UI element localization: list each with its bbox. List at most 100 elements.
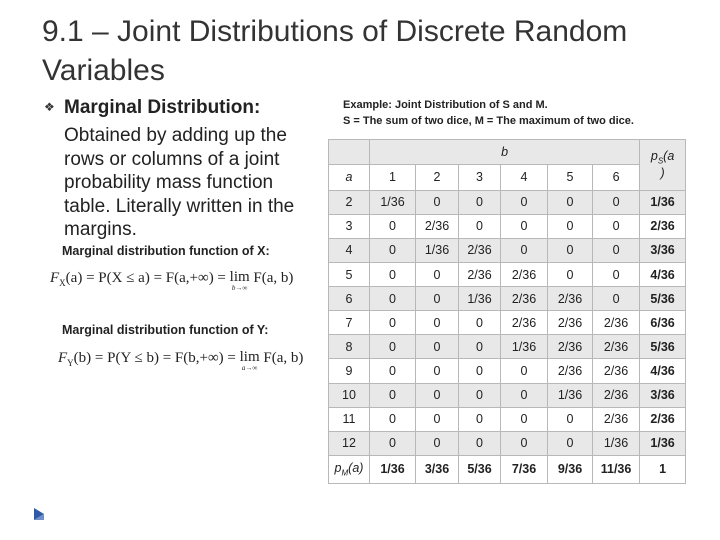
ps-marginal-value: 5/36 — [639, 286, 687, 312]
joint-prob-cell: 2/36 — [500, 261, 548, 288]
table-row: 4 0 1/36 2/36 0 0 0 3/36 — [328, 237, 687, 263]
joint-prob-cell: 2/36 — [591, 382, 641, 408]
m-value-header: 4 — [500, 164, 548, 191]
joint-prob-cell: 0 — [500, 406, 548, 432]
ps-marginal-value: 3/36 — [639, 237, 687, 263]
joint-prob-cell: 0 — [591, 261, 641, 288]
bullet-body: Obtained by adding up the rows or column… — [64, 125, 295, 240]
joint-prob-cell: 0 — [547, 261, 593, 288]
joint-prob-cell: 2/36 — [458, 237, 501, 263]
table-row: 3 0 2/36 0 0 0 0 2/36 — [328, 213, 687, 239]
joint-prob-cell: 0 — [458, 310, 501, 336]
b-label: b — [368, 138, 641, 166]
pm-marginal-value: 3/36 — [415, 454, 459, 485]
ps-marginal-value: 4/36 — [639, 358, 687, 384]
joint-prob-cell: 0 — [458, 358, 501, 384]
m-value-header: 3 — [458, 164, 501, 191]
joint-prob-cell: 2/36 — [547, 358, 593, 384]
joint-prob-cell: 0 — [369, 382, 416, 408]
joint-prob-cell: 2/36 — [500, 286, 548, 312]
joint-prob-cell: 1/36 — [369, 189, 416, 215]
ps-header: pS(a) — [639, 139, 687, 191]
joint-prob-cell: 1/36 — [500, 334, 548, 360]
joint-prob-cell: 0 — [415, 334, 459, 360]
joint-prob-cell: 2/36 — [547, 310, 593, 336]
joint-prob-cell: 0 — [415, 406, 459, 432]
joint-prob-cell: 0 — [591, 213, 641, 239]
s-value: 7 — [328, 310, 370, 336]
joint-prob-cell: 0 — [500, 189, 548, 215]
ps-marginal-value: 5/36 — [639, 334, 687, 360]
s-value: 6 — [328, 286, 370, 312]
ps-marginal-value: 2/36 — [639, 213, 687, 239]
ps-marginal-value: 1/36 — [639, 430, 687, 456]
joint-prob-cell: 0 — [591, 189, 641, 215]
joint-prob-cell: 0 — [458, 213, 501, 239]
bullet-marker-icon: ❖ — [44, 100, 55, 114]
joint-prob-cell: 0 — [369, 430, 416, 456]
m-value-header: 2 — [415, 164, 459, 191]
joint-prob-cell: 0 — [415, 310, 459, 336]
joint-prob-cell: 2/36 — [591, 406, 641, 432]
s-value: 8 — [328, 334, 370, 360]
m-value-header: 6 — [591, 164, 641, 191]
slide-title: 9.1 – Joint Distributions of Discrete Ra… — [42, 15, 628, 87]
joint-prob-cell: 1/36 — [415, 237, 459, 263]
ps-marginal-value: 2/36 — [639, 406, 687, 432]
total-value: 1 — [639, 454, 687, 485]
joint-prob-cell: 0 — [369, 406, 416, 432]
joint-prob-cell: 0 — [369, 358, 416, 384]
table-row: 8 0 0 0 1/36 2/36 2/36 5/36 — [328, 334, 687, 360]
a-label: a — [328, 164, 370, 191]
pm-marginal-value: 9/36 — [547, 454, 593, 485]
joint-prob-cell: 0 — [547, 189, 593, 215]
joint-prob-cell: 0 — [369, 286, 416, 312]
bullet-heading: Marginal Distribution: — [64, 97, 261, 118]
joint-prob-cell: 2/36 — [591, 310, 641, 336]
joint-prob-cell: 2/36 — [415, 213, 459, 239]
s-value: 5 — [328, 261, 370, 288]
joint-prob-cell: 2/36 — [547, 334, 593, 360]
m-value-header: 1 — [369, 164, 416, 191]
table-row: 12 0 0 0 0 0 1/36 1/36 — [328, 430, 687, 456]
joint-prob-cell: 0 — [500, 213, 548, 239]
s-value: 4 — [328, 237, 370, 263]
joint-prob-cell: 0 — [369, 213, 416, 239]
joint-prob-cell: 1/36 — [458, 286, 501, 312]
s-value: 3 — [328, 213, 370, 239]
pm-label: pM(a) — [328, 454, 370, 485]
joint-prob-cell: 0 — [415, 430, 459, 456]
table-row: pM(a) 1/36 3/36 5/36 7/36 9/36 11/36 1 — [328, 454, 687, 485]
joint-prob-cell: 2/36 — [591, 334, 641, 360]
joint-prob-cell: 0 — [369, 310, 416, 336]
table-row: 6 0 0 1/36 2/36 2/36 0 5/36 — [328, 286, 687, 312]
marginal-x-label: Marginal distribution function of X: — [62, 244, 270, 258]
table-corner-cell — [328, 138, 370, 166]
joint-distribution-table: b pS(a) a 1 2 3 4 5 6 2 1/36 0 0 0 0 0 1/36 3 0 2/36 0 0 0 0 2… — [328, 138, 687, 485]
joint-prob-cell: 0 — [369, 261, 416, 288]
joint-prob-cell: 0 — [500, 358, 548, 384]
pm-marginal-value: 11/36 — [591, 454, 641, 485]
joint-prob-cell: 2/36 — [500, 310, 548, 336]
s-value: 12 — [328, 430, 370, 456]
joint-prob-cell: 0 — [458, 430, 501, 456]
s-value: 11 — [328, 406, 370, 432]
ps-marginal-value: 6/36 — [639, 310, 687, 336]
marginal-y-label: Marginal distribution function of Y: — [62, 323, 269, 337]
joint-prob-cell: 0 — [415, 261, 459, 288]
m-value-header: 5 — [547, 164, 593, 191]
joint-prob-cell: 0 — [547, 213, 593, 239]
s-value: 2 — [328, 189, 370, 215]
pm-marginal-value: 5/36 — [458, 454, 501, 485]
joint-prob-cell: 0 — [500, 382, 548, 408]
joint-prob-cell: 0 — [458, 189, 501, 215]
joint-prob-cell: 0 — [458, 382, 501, 408]
joint-prob-cell: 0 — [591, 237, 641, 263]
example-definition: S = The sum of two dice, M = The maximum… — [343, 115, 634, 127]
table-row: 11 0 0 0 0 0 2/36 2/36 — [328, 406, 687, 432]
joint-prob-cell: 2/36 — [547, 286, 593, 312]
ps-marginal-value: 3/36 — [639, 382, 687, 408]
slide-nav-icon — [34, 508, 44, 520]
joint-prob-cell: 0 — [500, 430, 548, 456]
